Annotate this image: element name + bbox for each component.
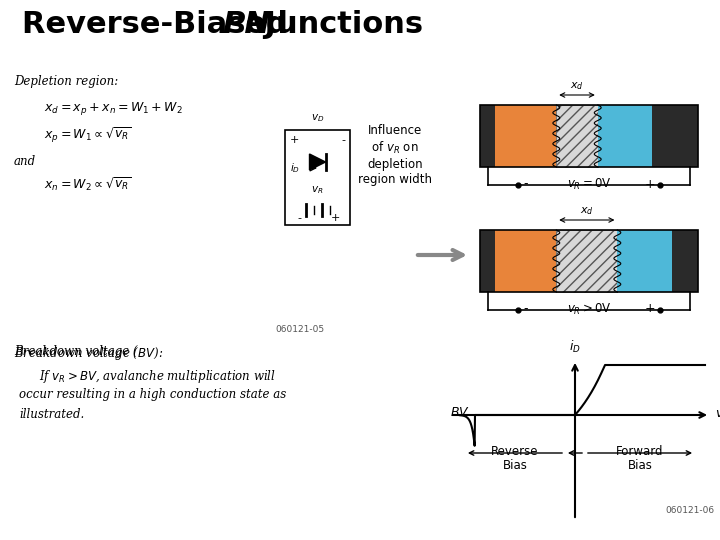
Text: -: - bbox=[297, 213, 302, 223]
Bar bbox=[285, 130, 350, 225]
Bar bbox=[557, 230, 617, 292]
Bar bbox=[495, 230, 557, 292]
Text: $i_D$: $i_D$ bbox=[290, 161, 300, 175]
Text: $v_R = 0\mathrm{V}$: $v_R = 0\mathrm{V}$ bbox=[567, 177, 611, 192]
Text: $x_d$: $x_d$ bbox=[570, 80, 584, 92]
Text: +: + bbox=[330, 213, 340, 223]
Text: -: - bbox=[523, 302, 528, 315]
Text: +: + bbox=[644, 178, 655, 191]
Text: Junctions: Junctions bbox=[254, 10, 423, 39]
Text: $i_D$: $i_D$ bbox=[569, 339, 581, 355]
Bar bbox=[480, 230, 698, 292]
Bar bbox=[557, 230, 617, 292]
Text: Reverse-Biased: Reverse-Biased bbox=[22, 10, 299, 39]
Bar bbox=[480, 105, 495, 167]
Text: Forward: Forward bbox=[616, 445, 664, 458]
Text: occur resulting in a high conduction state as: occur resulting in a high conduction sta… bbox=[19, 388, 287, 401]
Text: 060121-05: 060121-05 bbox=[276, 325, 325, 334]
Text: If $v_R > BV$, avalanche multiplication will: If $v_R > BV$, avalanche multiplication … bbox=[39, 368, 276, 385]
Bar bbox=[617, 230, 672, 292]
Text: $v_R > 0\mathrm{V}$: $v_R > 0\mathrm{V}$ bbox=[567, 301, 611, 316]
Bar bbox=[598, 105, 652, 167]
Text: Reverse: Reverse bbox=[491, 445, 539, 458]
Text: $x_d = x_p + x_n = W_1 + W_2$: $x_d = x_p + x_n = W_1 + W_2$ bbox=[44, 100, 183, 117]
Text: Influence
of $v_R$ on
depletion
region width: Influence of $v_R$ on depletion region w… bbox=[358, 124, 432, 186]
Text: illustrated.: illustrated. bbox=[19, 408, 84, 421]
Text: -: - bbox=[341, 135, 345, 145]
Bar bbox=[672, 230, 698, 292]
Text: -: - bbox=[523, 178, 528, 191]
Text: Bias: Bias bbox=[628, 459, 652, 472]
Text: PN: PN bbox=[222, 10, 270, 39]
Text: +: + bbox=[290, 135, 300, 145]
Text: $v_D$: $v_D$ bbox=[715, 408, 720, 422]
Bar bbox=[557, 105, 598, 167]
Text: and: and bbox=[14, 155, 36, 168]
Text: Breakdown voltage (: Breakdown voltage ( bbox=[14, 345, 138, 358]
Text: Depletion region:: Depletion region: bbox=[14, 75, 118, 88]
Text: $BV$: $BV$ bbox=[450, 407, 470, 420]
Text: $x_d$: $x_d$ bbox=[580, 205, 594, 217]
Text: +: + bbox=[644, 302, 655, 315]
Polygon shape bbox=[310, 154, 325, 170]
Text: $x_p = W_1 \propto \sqrt{v_R}$: $x_p = W_1 \propto \sqrt{v_R}$ bbox=[44, 125, 132, 145]
Bar bbox=[480, 105, 698, 167]
Text: Breakdown voltage ($BV$):: Breakdown voltage ($BV$): bbox=[14, 345, 163, 362]
Text: Bias: Bias bbox=[503, 459, 528, 472]
Bar bbox=[557, 105, 598, 167]
Text: 060121-06: 060121-06 bbox=[666, 506, 715, 515]
Text: $x_n = W_2 \propto \sqrt{v_R}$: $x_n = W_2 \propto \sqrt{v_R}$ bbox=[44, 175, 132, 193]
Bar bbox=[495, 105, 557, 167]
Bar bbox=[652, 105, 698, 167]
Text: $v_R$: $v_R$ bbox=[311, 184, 324, 196]
Bar bbox=[480, 230, 495, 292]
Text: $v_D$: $v_D$ bbox=[311, 112, 324, 124]
